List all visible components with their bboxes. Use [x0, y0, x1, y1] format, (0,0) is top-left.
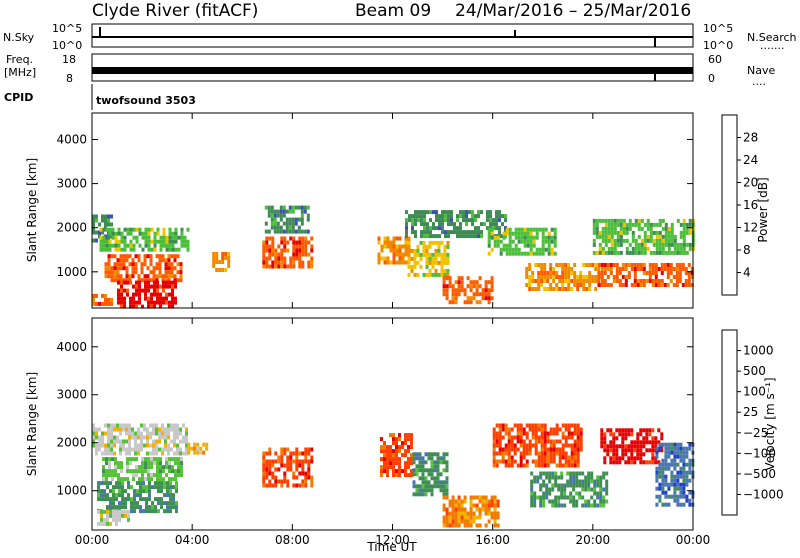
freq-unit: [MHz] — [4, 66, 36, 79]
power-scatter-region — [597, 263, 694, 287]
colorbar-tick-label: 12 — [743, 221, 758, 235]
x-tick-label: 00:00 — [676, 533, 711, 547]
y-tick-label: 2000 — [56, 221, 87, 235]
freq-panel: Freq. [MHz] 18 8 60 0 Nave .... — [4, 53, 775, 88]
power-scatter-region — [592, 218, 695, 255]
freq-label: Freq. — [6, 53, 33, 66]
power-panel: 1000 2000 3000 4000 Slant Range [km] 4 8 12 16… — [25, 112, 770, 309]
y-tick-label: 4000 — [56, 132, 87, 146]
velocity-scatter-region — [380, 433, 413, 478]
x-tick-label: 20:00 — [576, 533, 611, 547]
colorbar-tick-label: 20 — [743, 176, 758, 190]
power-ylabel: Slant Range [km] — [25, 158, 39, 262]
velocity-scatter-region — [442, 495, 500, 528]
velocity-scatter-region — [102, 457, 183, 482]
y-tick-label: 2000 — [56, 436, 87, 450]
colorbar-tick-label: 500 — [743, 364, 766, 378]
x-axis-label: Time UT — [366, 540, 417, 554]
freq-right-top: 60 — [708, 53, 722, 66]
date-title: 24/Mar/2016 – 25/Mar/2016 — [455, 1, 691, 21]
velocity-scatter-region — [92, 423, 188, 456]
power-scatter-region — [92, 293, 113, 306]
power-scatter-region — [377, 236, 411, 265]
x-tick-label: 08:00 — [275, 533, 310, 547]
colorbar-tick-label: −100 — [743, 446, 776, 460]
power-scatter-region — [487, 227, 557, 256]
colorbar-tick-label: 25 — [743, 405, 758, 419]
colorbar-tick-label: −500 — [743, 467, 776, 481]
cpid-value: twofsound 3503 — [96, 94, 196, 107]
colorbar-tick-label: 1000 — [743, 344, 774, 358]
velocity-scatter-region — [600, 428, 664, 465]
colorbar-tick-label: 28 — [743, 131, 758, 145]
freq-trace — [92, 67, 693, 74]
colorbar-tick-label: 16 — [743, 198, 758, 212]
cpid-label: CPID — [4, 91, 33, 104]
station-title: Clyde River (fitACF) — [92, 1, 258, 21]
y-tick-label: 3000 — [56, 177, 87, 191]
cpid-panel: CPID twofsound 3503 — [4, 84, 196, 110]
colorbar-tick-label: −25 — [743, 426, 768, 440]
freq-left-bottom: 8 — [66, 72, 73, 85]
freq-left-top: 18 — [62, 53, 76, 66]
power-scatter-region — [262, 236, 314, 269]
x-tick-label: 16:00 — [475, 533, 510, 547]
nsky-label: N.Sky — [3, 31, 35, 44]
velocity-scatter-region — [655, 442, 695, 507]
power-scatter-region — [212, 252, 231, 272]
velocity-panel: 00:00 04:00 08:00 12:00 16:00 20:00 00:00 1000 2… — [25, 317, 784, 547]
x-tick-label: 04:00 — [175, 533, 210, 547]
freq-right-bottom: 0 — [708, 72, 715, 85]
velocity-scatter-region — [492, 423, 583, 468]
power-scatter-region — [525, 263, 601, 291]
power-scatter-region — [264, 205, 310, 234]
power-scatter-region — [405, 210, 507, 239]
nsky-left-bottom: 10^0 — [52, 39, 82, 52]
power-scatter-region — [99, 227, 190, 252]
nsky-left-top: 10^5 — [52, 22, 82, 35]
velocity-scatter-region — [412, 452, 449, 497]
colorbar-tick-label: 4 — [743, 266, 751, 280]
velocity-cbar-label: Velocity [m s⁻¹] — [763, 377, 777, 470]
velocity-scatter-region — [187, 442, 209, 455]
power-scatter-region — [442, 276, 494, 305]
colorbar-tick-label: 8 — [743, 243, 751, 257]
velocity-scatter-region — [530, 471, 609, 508]
nsky-right-bottom: 10^0 — [703, 39, 733, 52]
power-cbar-label: Power [dB] — [756, 177, 770, 242]
nsky-right-top: 10^5 — [703, 22, 733, 35]
x-tick-label: 12:00 — [375, 533, 410, 547]
velocity-scatter-region — [97, 509, 130, 526]
colorbar-tick-label: 24 — [743, 153, 758, 167]
nsky-panel: N.Sky 10^5 10^0 10^5 10^0 N.Search .....… — [3, 22, 797, 52]
beam-title: Beam 09 — [355, 1, 431, 21]
x-tick-label: 00:00 — [75, 533, 110, 547]
colorbar-tick-label: 100 — [743, 385, 766, 399]
power-scatter-region — [104, 254, 183, 283]
velocity-scatter-region — [262, 447, 314, 488]
y-tick-label: 1000 — [56, 265, 87, 279]
nsearch-label: N.Search — [747, 31, 797, 44]
nsearch-dots: ....... — [760, 39, 784, 52]
nave-label: Nave — [747, 64, 775, 77]
power-scatter-region — [117, 280, 177, 309]
y-tick-label: 1000 — [56, 484, 87, 498]
y-tick-label: 4000 — [56, 340, 87, 354]
nave-dots: .... — [752, 75, 766, 88]
power-scatter-region — [407, 240, 450, 277]
velocity-scatter-region — [97, 481, 178, 514]
y-tick-label: 3000 — [56, 388, 87, 402]
velocity-ylabel: Slant Range [km] — [25, 372, 39, 476]
colorbar-tick-label: −1000 — [743, 487, 784, 501]
